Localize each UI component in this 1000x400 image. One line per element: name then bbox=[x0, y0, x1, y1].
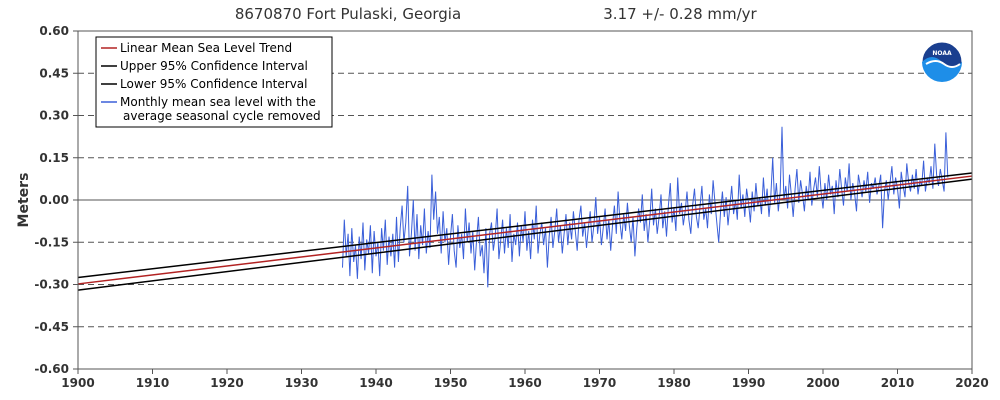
y-tick-label: -0.45 bbox=[34, 320, 69, 334]
series-upper-line bbox=[77, 172, 973, 279]
y-axis-ticks: -0.60 -0.45 -0.30 -0.15 0.00 0.15 0.30 0.45 0.60 bbox=[34, 24, 78, 376]
legend-monthly-label-line2: average seasonal cycle removed bbox=[123, 109, 321, 123]
series-monthly-mean bbox=[342, 126, 949, 288]
data-series bbox=[77, 126, 973, 291]
x-tick-label: 1950 bbox=[434, 376, 467, 390]
y-tick-label: 0.60 bbox=[39, 24, 69, 38]
noaa-logo-icon: NOAA bbox=[921, 41, 963, 83]
x-tick-label: 1900 bbox=[61, 376, 94, 390]
x-tick-label: 2020 bbox=[955, 376, 988, 390]
series-lower-line bbox=[77, 178, 973, 291]
x-tick-label: 2000 bbox=[806, 376, 839, 390]
plot-frame bbox=[77, 30, 973, 370]
legend-upper-label: Upper 95% Confidence Interval bbox=[120, 59, 308, 73]
noaa-logo-text: NOAA bbox=[932, 50, 952, 57]
legend-lower-label: Lower 95% Confidence Interval bbox=[120, 77, 308, 91]
trend-rate: 3.17 +/- 0.28 mm/yr bbox=[603, 5, 757, 23]
x-tick-label: 1980 bbox=[657, 376, 690, 390]
x-axis-ticks: 1900 1910 1920 1930 1940 1950 1960 1970 1980 1990… bbox=[61, 369, 989, 390]
x-tick-label: 1920 bbox=[210, 376, 243, 390]
legend-box bbox=[95, 36, 333, 128]
y-tick-label: 0.45 bbox=[39, 66, 69, 80]
y-tick-label: 0.00 bbox=[39, 193, 69, 207]
y-tick-label: -0.60 bbox=[34, 362, 69, 376]
x-tick-label: 1940 bbox=[359, 376, 392, 390]
y-tick-label: 0.15 bbox=[39, 151, 69, 165]
series-trend-line bbox=[77, 175, 973, 285]
y-axis-label: Meters bbox=[16, 173, 32, 228]
chart-title: 8670870 Fort Pulaski, Georgia bbox=[235, 5, 461, 23]
x-tick-label: 1970 bbox=[583, 376, 616, 390]
x-tick-label: 1910 bbox=[136, 376, 169, 390]
x-tick-label: 1990 bbox=[732, 376, 765, 390]
x-tick-label: 1930 bbox=[285, 376, 318, 390]
y-tick-label: -0.30 bbox=[34, 278, 69, 292]
legend: Linear Mean Sea Level Trend Upper 95% Co… bbox=[95, 36, 333, 128]
y-tick-label: -0.15 bbox=[34, 235, 69, 249]
x-tick-label: 2010 bbox=[881, 376, 914, 390]
x-tick-label: 1960 bbox=[508, 376, 541, 390]
y-tick-label: 0.30 bbox=[39, 109, 69, 123]
legend-trend-label: Linear Mean Sea Level Trend bbox=[120, 41, 292, 55]
gridlines bbox=[78, 72, 972, 328]
legend-monthly-label-line1: Monthly mean sea level with the bbox=[120, 95, 316, 109]
